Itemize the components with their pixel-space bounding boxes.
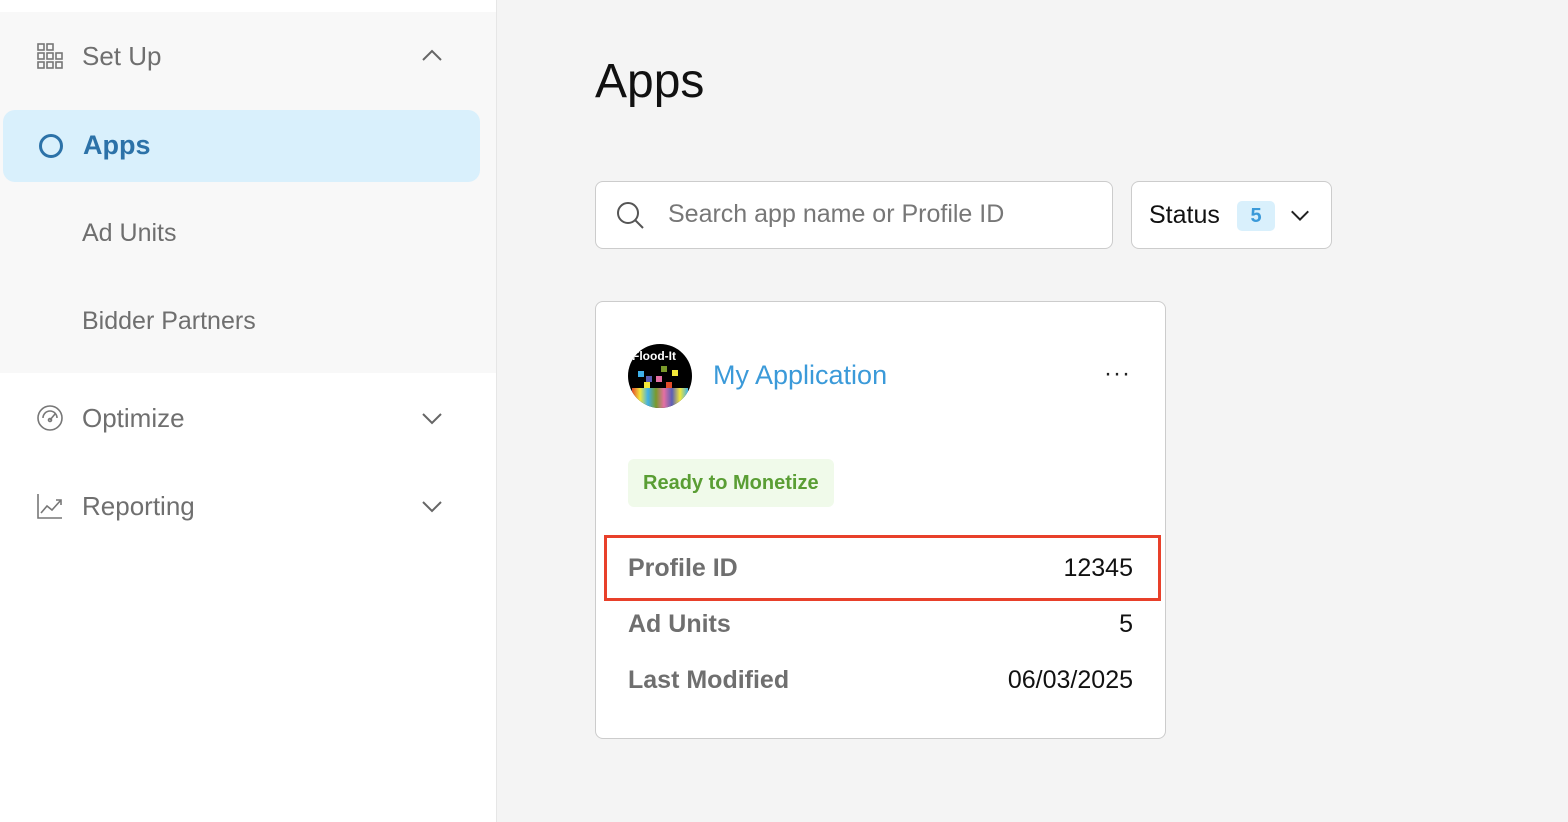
sidebar-group-label: Reporting [82, 490, 195, 521]
sidebar-item-apps[interactable]: Apps [3, 110, 480, 182]
field-value: 5 [1119, 610, 1133, 638]
app-card[interactable]: Flood-It My Application ··· Ready to Mon… [595, 301, 1166, 739]
field-value: 12345 [1063, 554, 1133, 582]
status-badge: Ready to Monetize [628, 459, 834, 507]
chevron-down-icon [1291, 210, 1309, 222]
sidebar-group-optimize[interactable]: Optimize [0, 383, 496, 453]
search-icon [617, 202, 644, 229]
sidebar-group-setup[interactable]: Set Up [0, 21, 496, 91]
chevron-up-icon[interactable] [420, 44, 444, 68]
circle-icon [39, 134, 63, 158]
app-name-link[interactable]: My Application [713, 360, 888, 390]
more-options-icon[interactable]: ··· [1104, 360, 1131, 387]
sidebar-item-label: Apps [83, 130, 151, 160]
setup-section [0, 12, 496, 373]
avatar-logo-text: Flood-It [632, 349, 676, 363]
field-label: Ad Units [628, 610, 731, 638]
sidebar-group-reporting[interactable]: Reporting [0, 471, 496, 541]
status-filter-dropdown[interactable]: Status 5 [1131, 181, 1332, 249]
sidebar-item-ad-units[interactable]: Ad Units [82, 219, 177, 247]
line-chart-icon [37, 494, 62, 519]
field-label: Profile ID [628, 554, 738, 582]
grid-blocks-icon [37, 43, 63, 69]
sidebar-group-label: Set Up [82, 40, 162, 71]
gauge-icon [37, 405, 63, 431]
sidebar-group-label: Optimize [82, 402, 185, 433]
search-box[interactable] [595, 181, 1113, 249]
chevron-down-icon[interactable] [420, 494, 444, 518]
status-count-badge: 5 [1237, 201, 1275, 231]
highlight-annotation-box [604, 535, 1161, 601]
page-title: Apps [595, 55, 705, 108]
field-value: 06/03/2025 [1007, 666, 1133, 694]
chevron-down-icon[interactable] [420, 406, 444, 430]
app-avatar: Flood-It [628, 344, 692, 408]
sidebar-item-bidder-partners[interactable]: Bidder Partners [82, 307, 256, 335]
sidebar: Set Up Apps Ad Units Bidder Partners Opt… [0, 0, 497, 822]
field-label: Last Modified [628, 666, 790, 694]
status-filter-label: Status [1149, 201, 1220, 229]
search-input[interactable] [668, 200, 1088, 229]
